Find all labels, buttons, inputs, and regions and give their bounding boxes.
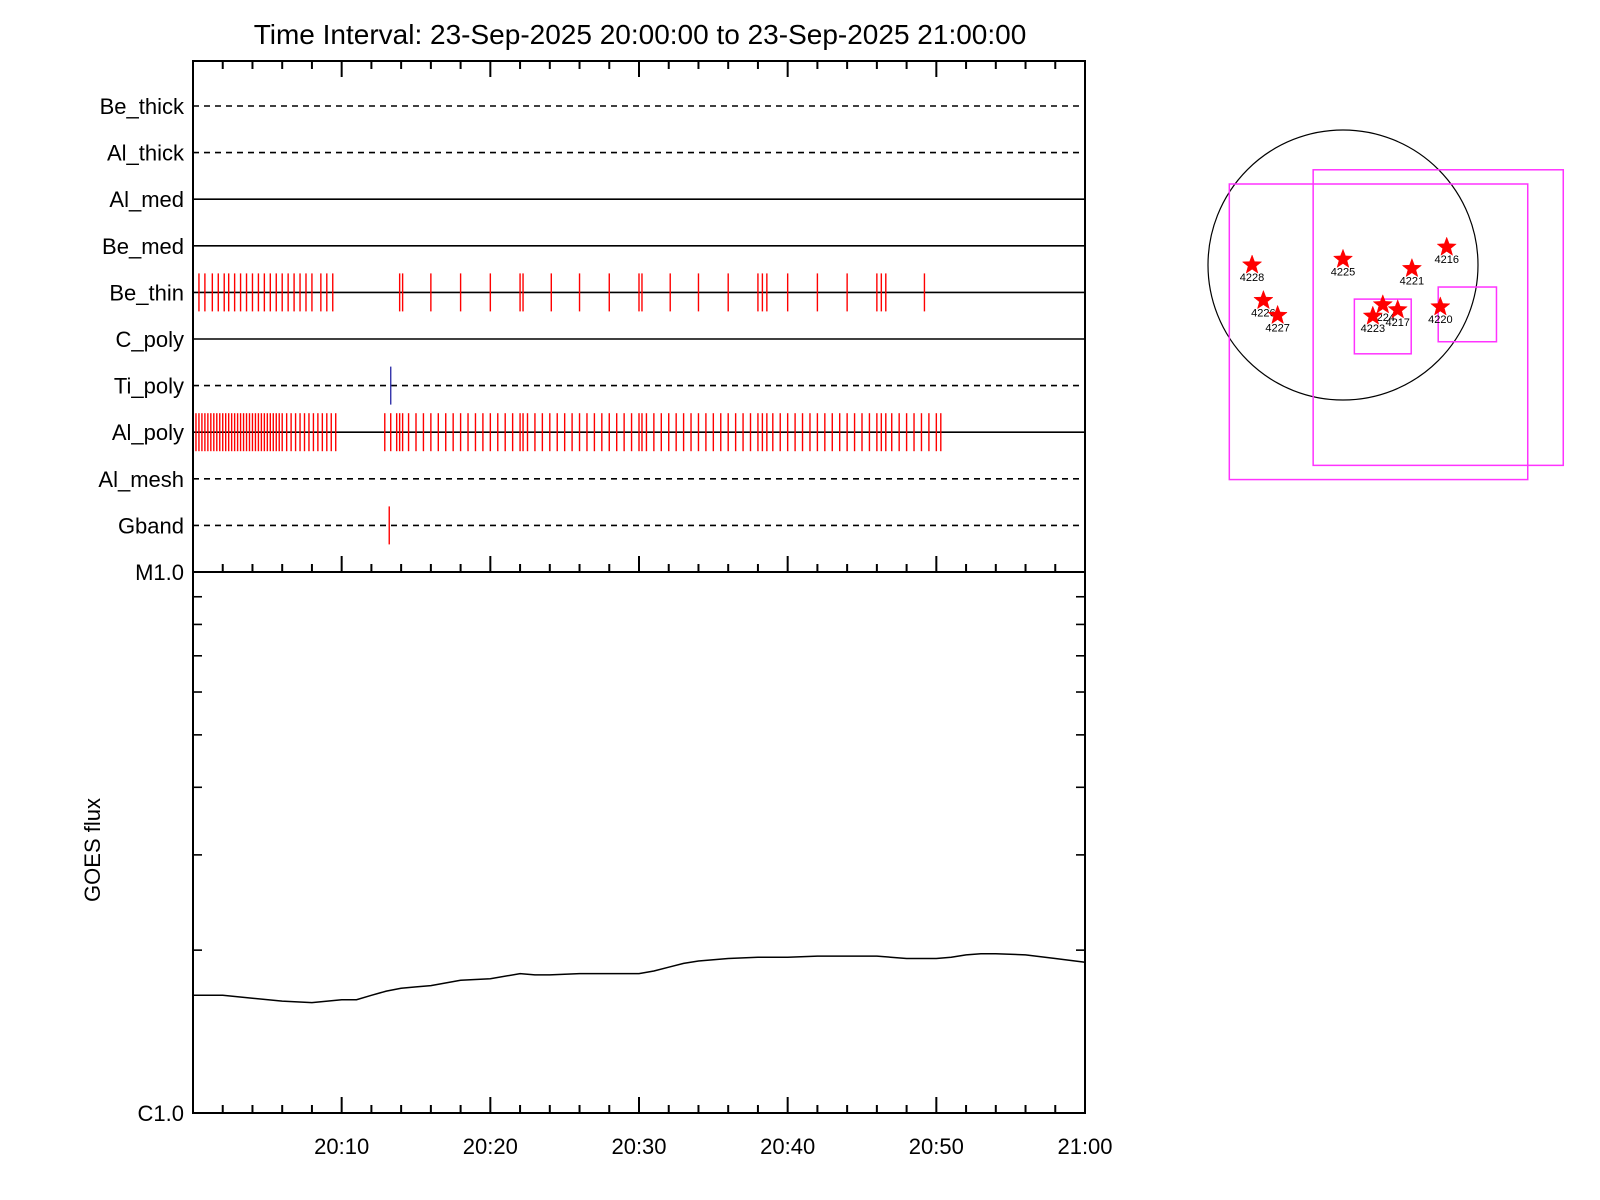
image-box bbox=[1228, 183, 1529, 481]
image-box bbox=[1437, 286, 1498, 343]
top-frame bbox=[192, 60, 1086, 573]
image-box bbox=[1312, 169, 1565, 467]
goes-flux-line bbox=[193, 952, 1086, 1004]
y-tick-label: C1.0 bbox=[138, 1101, 184, 1126]
active-region-label: 4228 bbox=[1240, 272, 1264, 284]
channel-label: Al_poly bbox=[112, 420, 184, 445]
active-region-star bbox=[1267, 304, 1288, 325]
x-tick-label: 21:00 bbox=[1057, 1134, 1112, 1159]
x-tick-label: 20:50 bbox=[909, 1134, 964, 1159]
active-region-label: 4216 bbox=[1434, 254, 1458, 266]
active-region-star bbox=[1372, 294, 1393, 314]
active-region-label: 4220 bbox=[1428, 314, 1452, 326]
active-region-star bbox=[1387, 299, 1408, 319]
channel-label: Be_thin bbox=[109, 280, 184, 305]
x-tick-label: 20:20 bbox=[463, 1134, 518, 1159]
x-tick-label: 20:10 bbox=[314, 1134, 369, 1159]
active-region-label: 4217 bbox=[1385, 317, 1409, 329]
active-region-label: 4221 bbox=[1400, 276, 1424, 288]
active-region-star bbox=[1253, 289, 1274, 310]
active-region-label: 4225 bbox=[1331, 266, 1355, 278]
active-region-label: 4223 bbox=[1361, 323, 1385, 335]
active-region-star bbox=[1430, 296, 1451, 316]
y-axis-label: GOES flux bbox=[80, 798, 105, 902]
channel-label: Al_thick bbox=[107, 141, 185, 166]
active-region-star bbox=[1401, 257, 1423, 278]
active-region-star bbox=[1362, 305, 1384, 325]
bottom-frame bbox=[192, 571, 1086, 1114]
chart-title: Time Interval: 23-Sep-2025 20:00:00 to 2… bbox=[254, 19, 1027, 50]
goes-flux-panel: GOES flux C1.0 M1.0 20:10 20:20 20:30 20:40 20… bbox=[80, 560, 1113, 1159]
channel-label: Al_med bbox=[109, 187, 184, 212]
active-region-label: 4227 bbox=[1265, 322, 1289, 334]
solar-disk bbox=[1207, 129, 1479, 401]
active-region-star bbox=[1241, 254, 1263, 274]
active-region-star bbox=[1332, 248, 1354, 268]
channel-label: C_poly bbox=[116, 327, 184, 352]
x-tick-label: 20:30 bbox=[611, 1134, 666, 1159]
channel-label: Gband bbox=[118, 513, 184, 538]
channel-label: Ti_poly bbox=[114, 374, 184, 399]
active-region-label: 4226 bbox=[1251, 308, 1275, 320]
detector-event-panel: Be_thick Al_thick Al_med Be_med Be_thin C_pol… bbox=[98, 60, 1086, 573]
channel-label: Be_thick bbox=[100, 94, 185, 119]
active-region-star bbox=[1436, 236, 1457, 256]
y-tick-label: M1.0 bbox=[135, 560, 184, 585]
x-tick-label: 20:40 bbox=[760, 1134, 815, 1159]
channel-label: Al_mesh bbox=[98, 467, 184, 492]
channel-label: Be_med bbox=[102, 234, 184, 259]
